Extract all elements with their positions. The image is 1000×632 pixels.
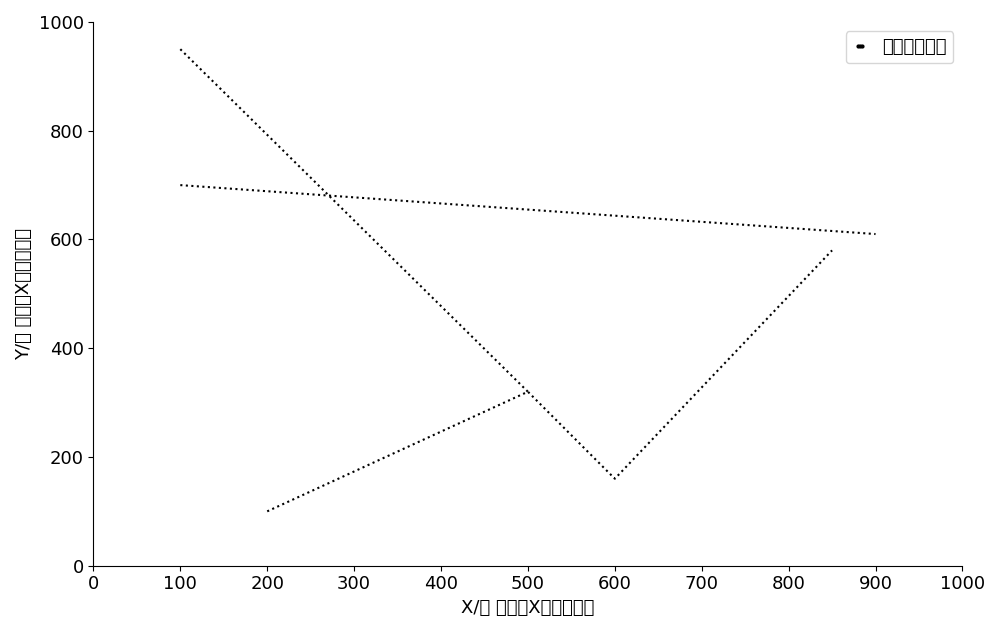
目标真实轨迹 [174, 46, 186, 53]
目标真实轨迹 [522, 388, 534, 396]
Line: 目标真实轨迹: 目标真实轨迹 [180, 49, 528, 392]
Y-axis label: Y/米 目标在X轴上的坐标: Y/米 目标在X轴上的坐标 [15, 228, 33, 360]
X-axis label: X/米 目标在X轴上的坐标: X/米 目标在X轴上的坐标 [461, 599, 595, 617]
Legend: 目标真实轨迹: 目标真实轨迹 [846, 31, 953, 63]
